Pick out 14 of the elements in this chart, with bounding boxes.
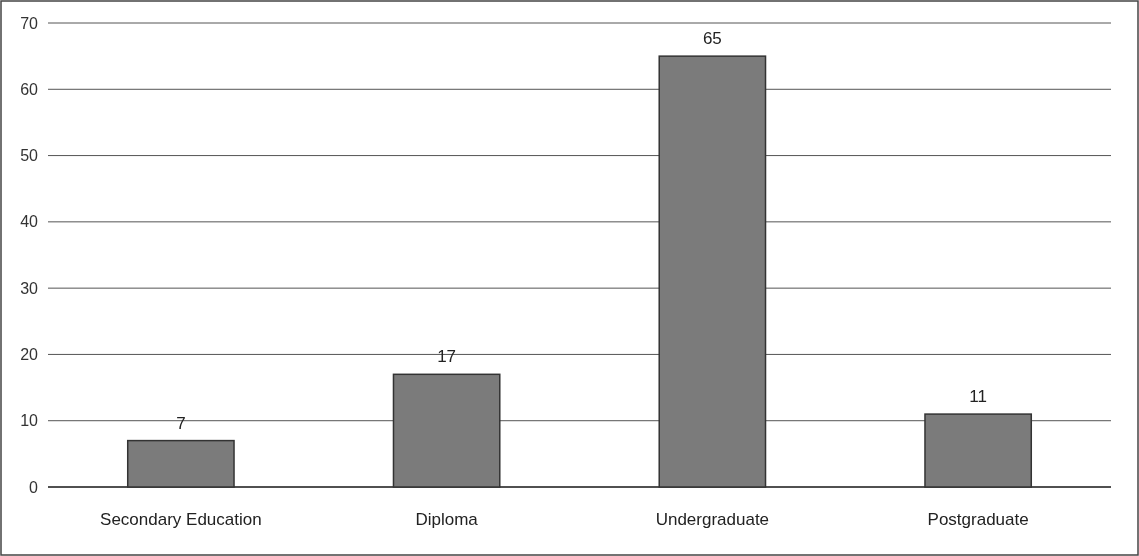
y-tick-label: 10 (20, 412, 39, 430)
y-tick-label: 0 (29, 478, 39, 496)
x-tick-label: Secondary Education (100, 510, 262, 529)
y-tick-label: 30 (20, 279, 39, 297)
y-tick-label: 20 (20, 346, 39, 364)
y-tick-label: 70 (20, 14, 39, 32)
data-label: 65 (702, 29, 722, 49)
x-tick-label: Diploma (415, 510, 479, 529)
x-tick-label: Undergraduate (655, 510, 770, 529)
y-tick-label: 60 (20, 80, 39, 98)
x-tick-label: Postgraduate (927, 510, 1029, 529)
data-label: 11 (969, 387, 987, 407)
y-tick-label: 50 (20, 147, 39, 165)
y-tick-label: 40 (20, 213, 39, 231)
